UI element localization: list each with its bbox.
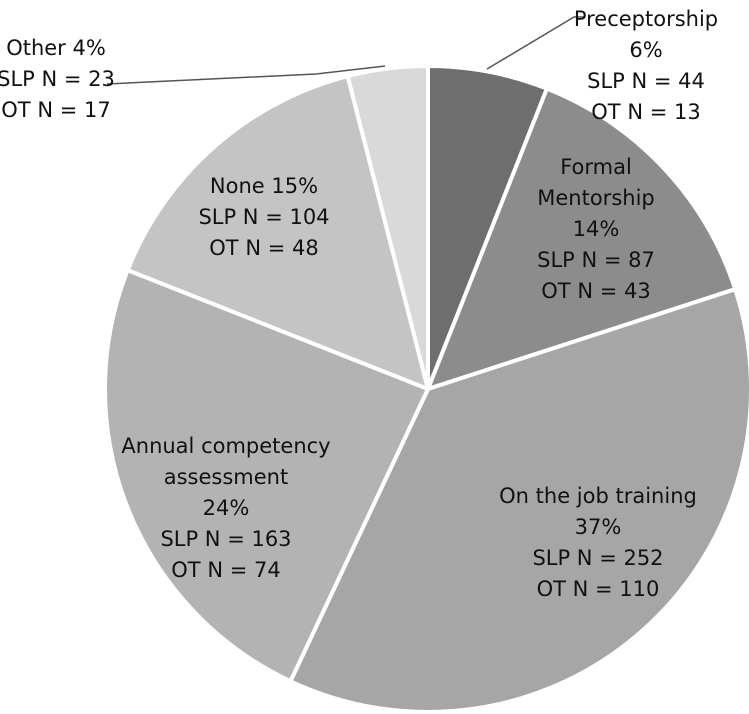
slice-label-line: OT N = 74 — [171, 558, 280, 582]
leader-line-other — [106, 65, 386, 85]
slice-label-line: Formal — [560, 155, 632, 179]
slice-labels: Preceptorship 6% SLP N = 44 OT N = 13 Formal… — [0, 7, 718, 601]
slice-label-line: SLP N = 44 — [587, 69, 705, 93]
slice-label-line: Mentorship — [537, 186, 654, 210]
slice-label-line: 6% — [629, 38, 662, 62]
slice-none — [125, 74, 430, 391]
slice-label-line: OT N = 17 — [1, 98, 110, 122]
slice-label-line: SLP N = 104 — [198, 205, 329, 229]
slice-label-line: Preceptorship — [574, 7, 718, 31]
slice-label-line: assessment — [164, 465, 288, 489]
slice-label-line: SLP N = 23 — [0, 67, 115, 91]
leader-line-preceptorship — [486, 16, 585, 70]
slice-label-formal-mentorship: Formal Mentorship 14% SLP N = 87 OT N = 43 — [537, 155, 655, 303]
leader-lines — [106, 16, 585, 85]
slice-label-line: OT N = 43 — [541, 279, 650, 303]
slice-label-other: Other 4% SLP N = 23 OT N = 17 — [0, 36, 115, 122]
slice-label-line: OT N = 110 — [537, 577, 660, 601]
slice-label-none: None 15% SLP N = 104 OT N = 48 — [198, 174, 329, 260]
slice-label-line: OT N = 13 — [591, 100, 700, 124]
slice-label-line: 24% — [203, 496, 250, 520]
slice-on-the-job-training — [288, 287, 749, 714]
slice-label-line: Annual competency — [121, 434, 330, 458]
slice-label-line: On the job training — [499, 484, 697, 508]
slice-label-line: SLP N = 87 — [537, 248, 655, 272]
slice-annual-competency-assessment — [103, 268, 430, 684]
slice-label-line: Other 4% — [6, 36, 106, 60]
slice-label-preceptorship: Preceptorship 6% SLP N = 44 OT N = 13 — [574, 7, 718, 124]
pie-slices — [103, 64, 749, 714]
slice-label-line: SLP N = 252 — [532, 546, 663, 570]
slice-label-annual-competency-assessment: Annual competency assessment 24% SLP N = 16… — [121, 434, 330, 582]
slice-other — [345, 64, 430, 391]
slice-label-line: None 15% — [210, 174, 318, 198]
slice-label-line: 37% — [575, 515, 622, 539]
slice-label-on-the-job-training: On the job training 37% SLP N = 252 OT N = … — [499, 484, 697, 601]
slice-preceptorship — [426, 64, 549, 391]
slice-label-line: SLP N = 163 — [160, 527, 291, 551]
slice-label-line: OT N = 48 — [209, 236, 318, 260]
slice-label-line: 14% — [573, 217, 620, 241]
